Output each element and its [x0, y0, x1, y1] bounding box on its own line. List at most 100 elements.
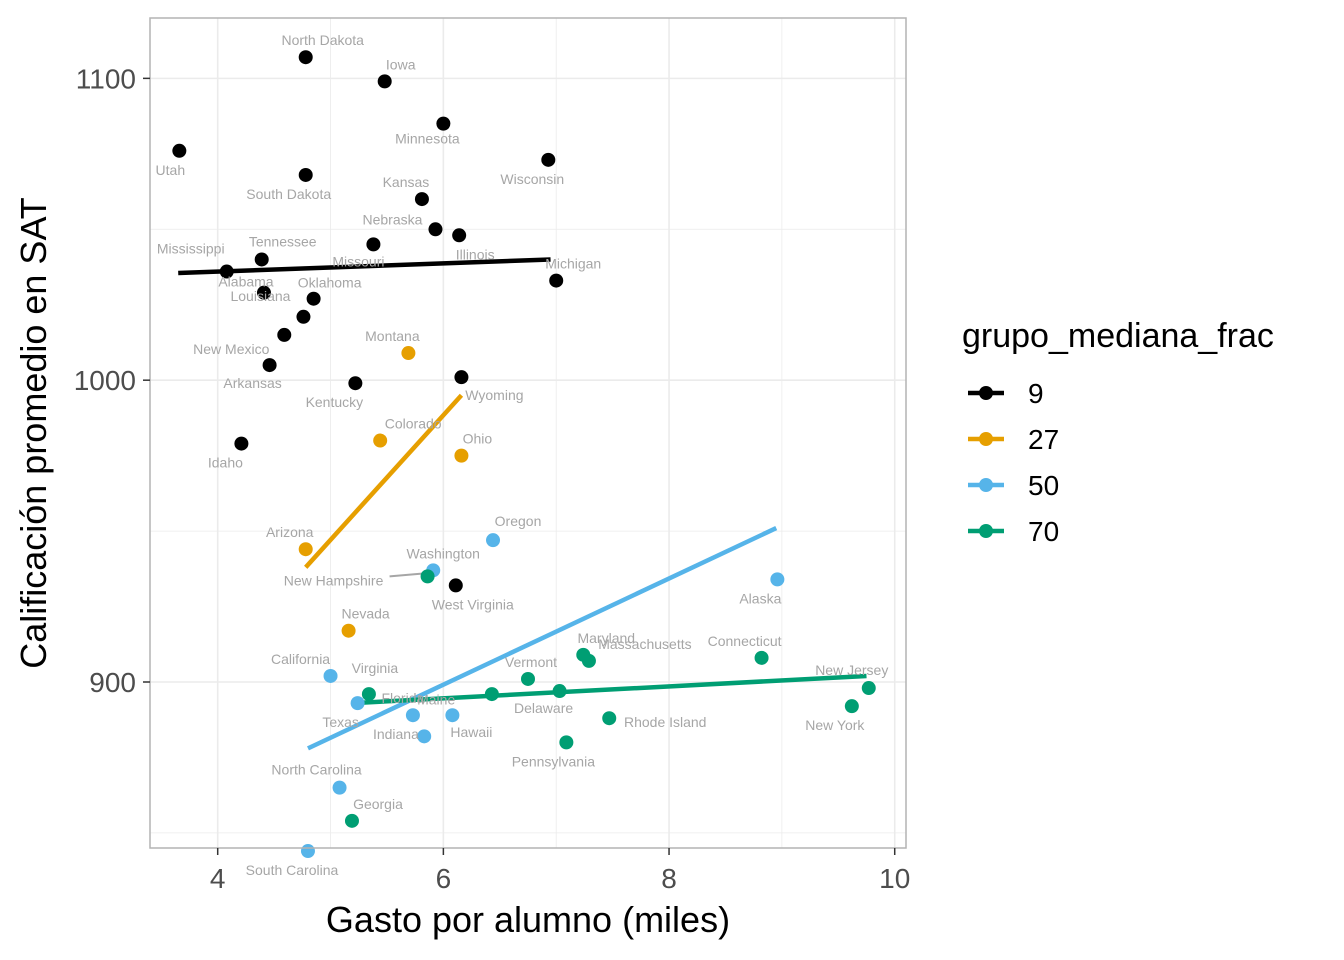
point-label-south-dakota: South Dakota [246, 186, 331, 202]
point-label-massachusetts: Massachusetts [598, 636, 691, 652]
point-rhode-island [602, 711, 617, 726]
point-montana [401, 346, 416, 361]
y-tick-label: 1100 [76, 63, 136, 94]
point-label-north-dakota: North Dakota [281, 32, 364, 48]
legend-title: grupo_mediana_frac [962, 317, 1274, 355]
point-delaware [552, 684, 567, 699]
point-north-dakota [298, 50, 313, 65]
point-label-nevada: Nevada [341, 606, 389, 622]
point-label-indiana: Indiana [373, 726, 419, 742]
point-label-new-jersey: New Jersey [815, 662, 888, 678]
point-oklahoma [306, 291, 321, 306]
point-label-connecticut: Connecticut [708, 633, 782, 649]
point-label-vermont: Vermont [505, 654, 557, 670]
point-alabama [256, 285, 271, 300]
legend-label-9: 9 [1028, 378, 1044, 409]
point-tennessee [254, 252, 269, 267]
point-label-south-carolina: South Carolina [246, 862, 339, 878]
point-label-new-york: New York [805, 717, 865, 733]
point-label-idaho: Idaho [208, 455, 243, 471]
legend-key-point-27 [979, 432, 993, 446]
point-wyoming [454, 370, 469, 385]
y-tick-label: 900 [89, 667, 136, 698]
point-missouri [366, 237, 381, 252]
data-points [172, 50, 876, 859]
point-label-new-hampshire: New Hampshire [284, 572, 384, 588]
point-label-wyoming: Wyoming [465, 387, 523, 403]
point-label-rhode-island: Rhode Island [624, 714, 707, 730]
point-label-north-carolina: North Carolina [271, 762, 361, 778]
point-label-west-virginia: West Virginia [432, 596, 514, 612]
point-label-montana: Montana [365, 328, 420, 344]
point-label-oklahoma: Oklahoma [298, 275, 362, 291]
point-label-colorado: Colorado [385, 416, 442, 432]
point-label-arizona: Arizona [266, 524, 314, 540]
point-label-maine: Maine [417, 691, 455, 707]
point-label-oregon: Oregon [495, 513, 542, 529]
point-massachusetts [581, 653, 596, 668]
legend-key-point-9 [979, 386, 993, 400]
point-label-utah: Utah [156, 162, 186, 178]
point-label-tennessee: Tennessee [249, 233, 317, 249]
point-new-mexico [277, 327, 292, 342]
point-label-georgia: Georgia [353, 796, 403, 812]
point-arizona [298, 542, 313, 557]
point-hawaii [445, 708, 460, 723]
legend-label-50: 50 [1028, 470, 1059, 501]
point-alaska [770, 572, 785, 587]
point-vermont [521, 671, 535, 686]
label-connector-new-hampshire [389, 572, 425, 578]
point-mississippi [219, 264, 234, 279]
point-south-carolina [300, 844, 315, 859]
point-label-california: California [271, 651, 330, 667]
point-connecticut [754, 650, 769, 665]
x-axis-title: Gasto por alumno (miles) [326, 899, 730, 940]
point-utah [172, 143, 187, 158]
point-texas [350, 696, 365, 711]
point-idaho [234, 436, 249, 451]
y-axis-title: Calificación promedio en SAT [13, 197, 54, 669]
point-north-carolina [332, 780, 347, 795]
x-tick-label: 10 [879, 863, 910, 894]
point-iowa [377, 74, 392, 89]
point-label-kansas: Kansas [383, 174, 430, 190]
point-oregon [486, 533, 501, 548]
point-label-washington: Washington [407, 545, 480, 561]
trend-line-70 [352, 673, 867, 706]
legend-label-70: 70 [1028, 516, 1059, 547]
label-connectors [389, 572, 425, 578]
point-new-jersey [861, 681, 876, 696]
point-label-hawaii: Hawaii [450, 724, 492, 740]
point-nevada [341, 623, 356, 638]
point-ohio [454, 448, 469, 463]
y-tick-label: 1000 [74, 365, 136, 396]
point-colorado [373, 433, 388, 448]
point-label-new-mexico: New Mexico [193, 341, 269, 357]
point-label-delaware: Delaware [514, 700, 573, 716]
point-west-virginia [448, 578, 463, 593]
legend: grupo_mediana_frac 9 27 50 70 [962, 317, 1274, 547]
point-indiana [405, 708, 420, 723]
point-virginia [361, 687, 376, 702]
point-minnesota [436, 116, 451, 131]
point-maine [417, 729, 432, 744]
point-pennsylvania [559, 735, 574, 750]
axis-ticks: 4 6 8 10 900 1000 1100 [74, 63, 911, 894]
point-illinois [452, 228, 467, 243]
point-label-texas: Texas [322, 714, 359, 730]
point-label-mississippi: Mississippi [157, 241, 225, 257]
x-tick-label: 4 [210, 863, 226, 894]
point-label-alaska: Alaska [739, 590, 781, 606]
point-kentucky [348, 376, 363, 391]
point-louisiana [296, 309, 311, 324]
point-new-hampshire [420, 569, 435, 584]
point-michigan [549, 273, 564, 288]
point-label-ohio: Ohio [463, 431, 493, 447]
point-label-louisiana: Louisiana [230, 288, 290, 304]
point-label-illinois: Illinois [456, 246, 495, 262]
point-georgia [344, 813, 359, 828]
point-new-york [844, 699, 859, 714]
point-nebraska [428, 222, 443, 237]
